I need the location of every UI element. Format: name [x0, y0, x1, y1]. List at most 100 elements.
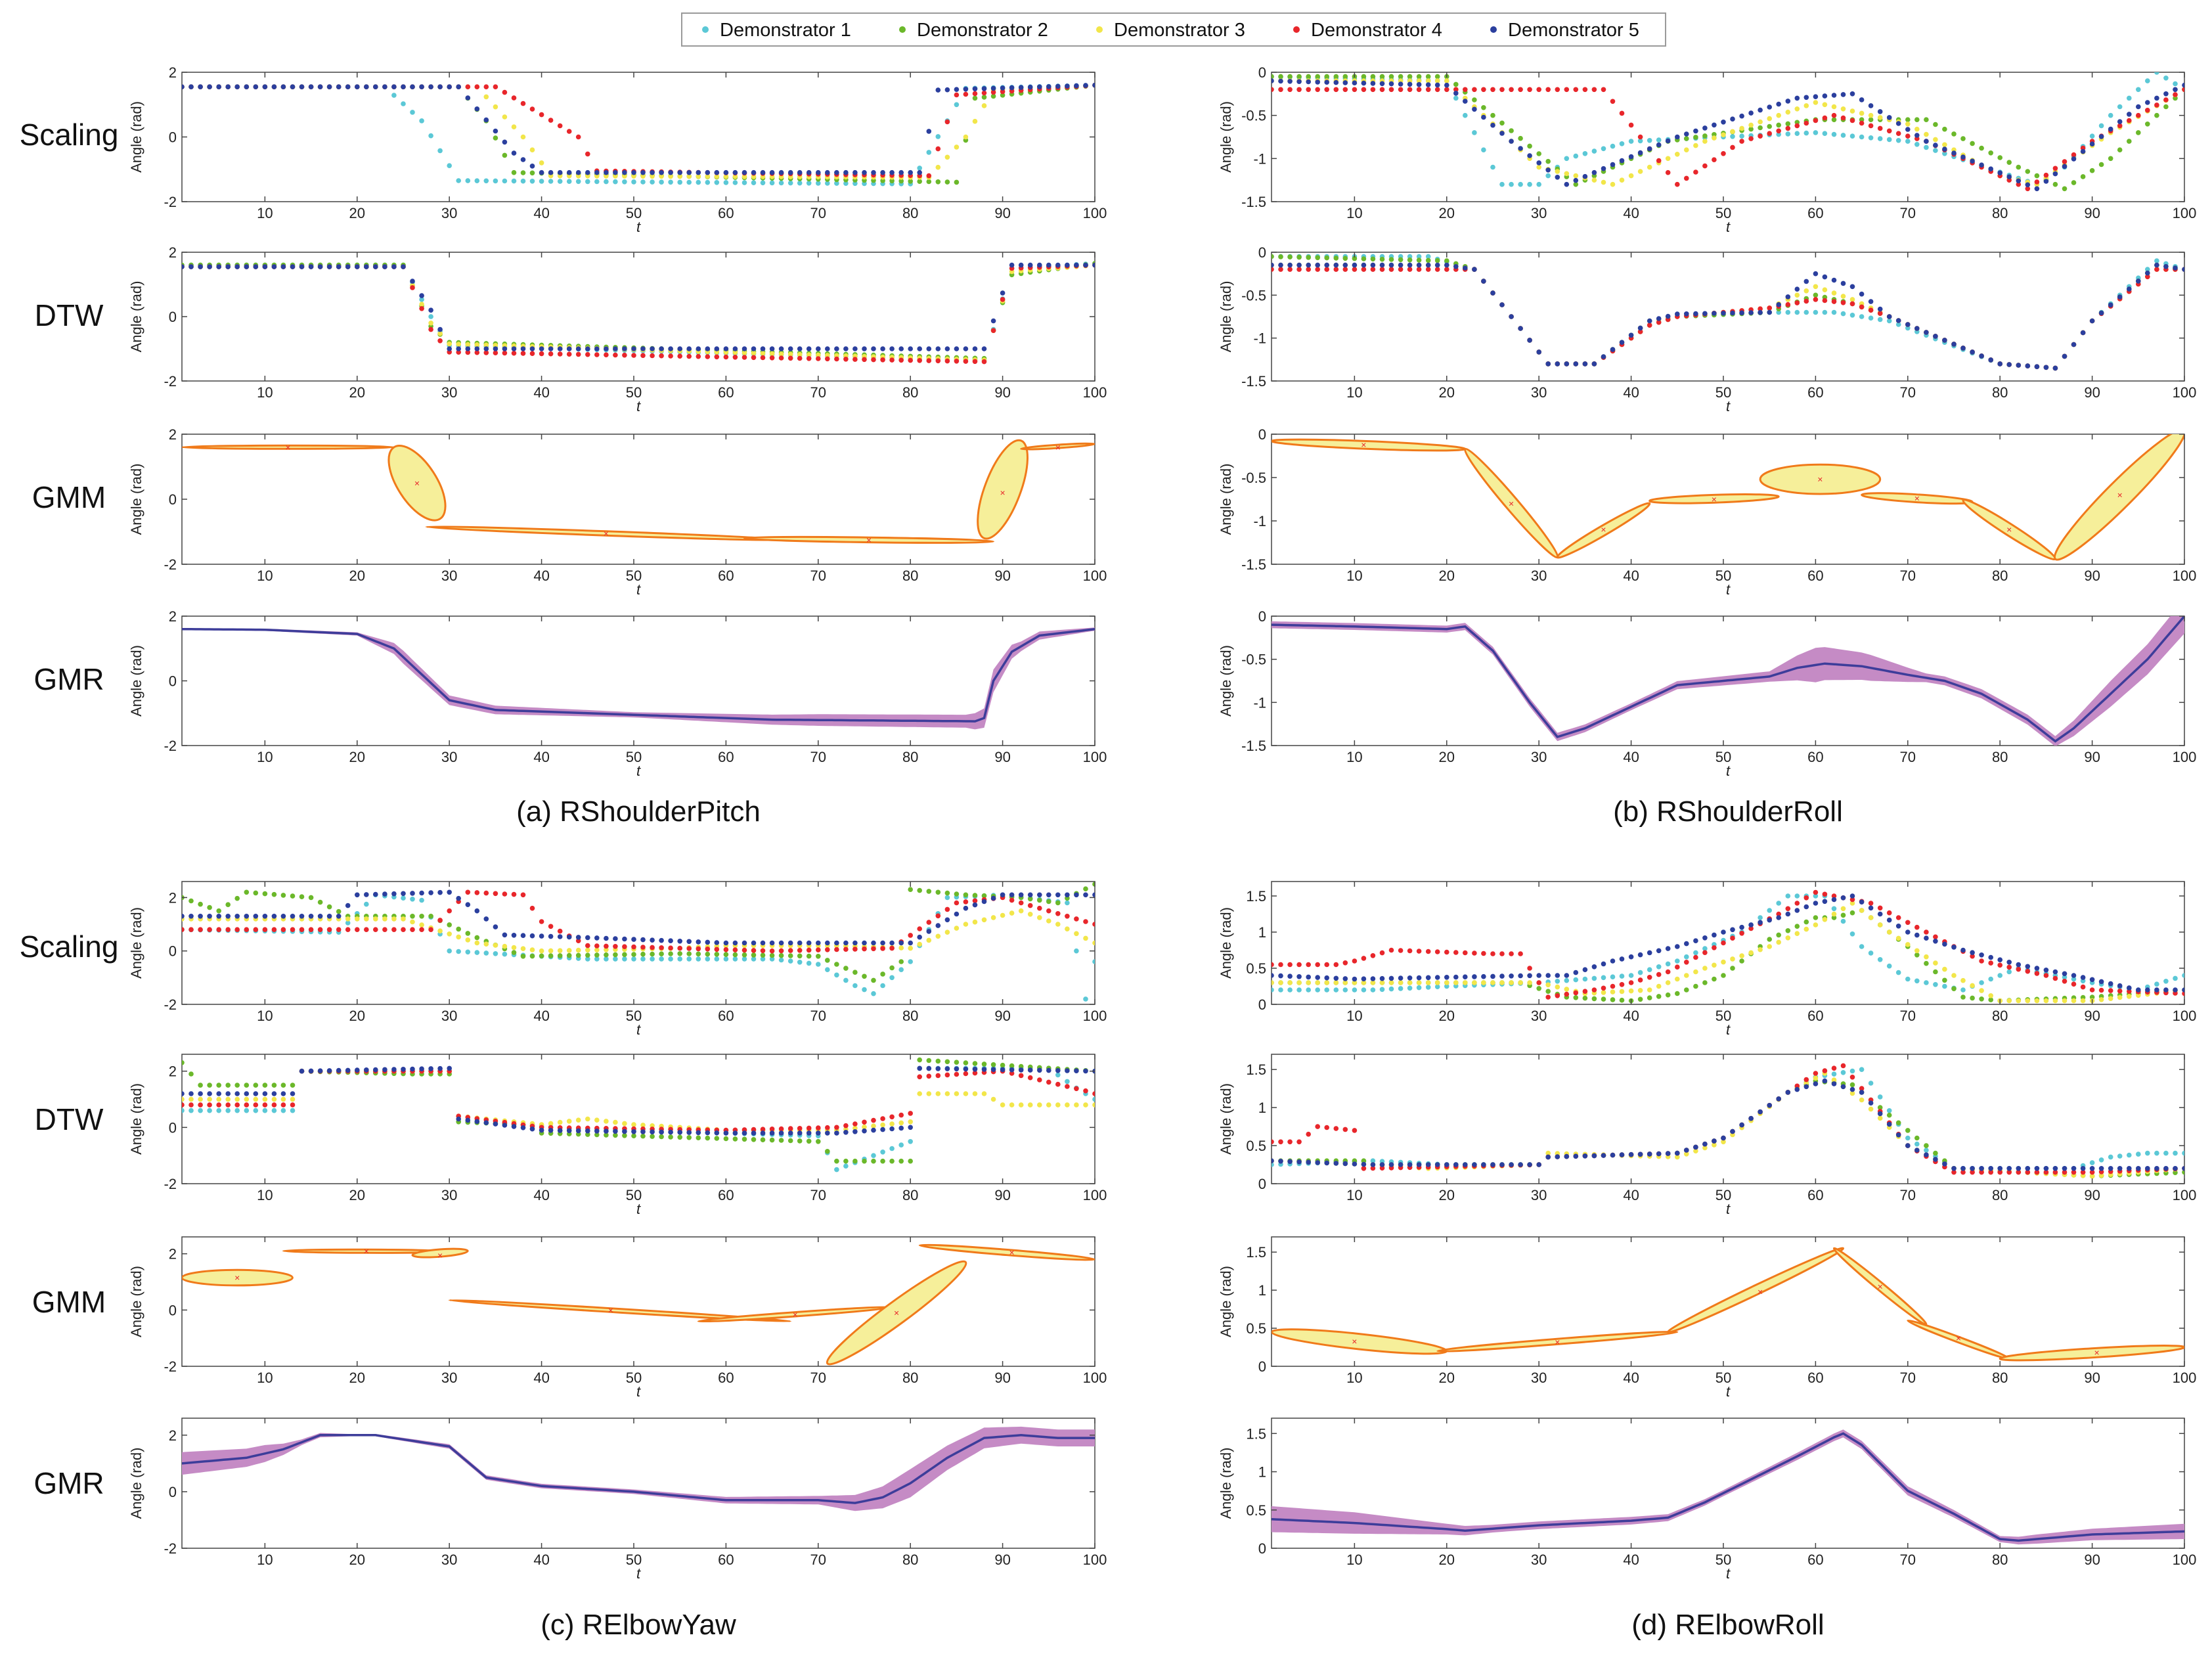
data-point: [2080, 1169, 2086, 1175]
data-point: [2127, 118, 2132, 123]
data-point: [816, 169, 821, 175]
data-point: [2071, 981, 2077, 987]
data-point: [373, 264, 378, 269]
data-point: [1886, 115, 1892, 120]
data-point: [1398, 81, 1404, 87]
data-point: [1527, 980, 1532, 985]
data-point: [1647, 318, 1652, 324]
data-point: [659, 173, 664, 179]
legend-marker: [1490, 26, 1497, 33]
x-tick-label: 70: [1900, 384, 1916, 401]
data-point: [1278, 262, 1283, 268]
data-point: [1490, 951, 1495, 956]
data-point: [502, 932, 508, 938]
gmm-center-marker: ×: [894, 1308, 899, 1318]
data-point: [1425, 949, 1431, 954]
data-point: [935, 146, 941, 152]
data-point: [1425, 267, 1431, 272]
data-point: [1647, 164, 1652, 170]
data-point: [1416, 267, 1422, 272]
data-point: [271, 1091, 277, 1096]
data-point: [2163, 1150, 2169, 1156]
data-point: [493, 343, 498, 348]
x-tick-label: 90: [994, 568, 1010, 584]
data-point: [1868, 299, 1874, 304]
data-point: [1601, 87, 1606, 93]
data-point: [1758, 947, 1763, 952]
data-point: [1601, 354, 1606, 359]
x-tick-label: 90: [994, 1552, 1010, 1568]
data-point: [391, 927, 397, 932]
data-point: [1684, 175, 1689, 181]
data-point: [253, 84, 259, 89]
chart-caption: (c) RElbowYaw: [541, 1609, 736, 1641]
x-tick-label: 50: [626, 1187, 642, 1203]
data-point: [1721, 973, 1726, 978]
data-point: [1933, 148, 1938, 153]
data-point: [1518, 951, 1523, 956]
axes-frame: [1271, 252, 2185, 382]
y-tick-label: -2: [164, 1540, 177, 1557]
data-point: [760, 940, 766, 946]
data-point: [1767, 917, 1772, 923]
data-point: [990, 1096, 996, 1102]
data-point: [1490, 112, 1495, 118]
data-point: [825, 947, 830, 952]
y-tick-label: 1: [1258, 1464, 1266, 1481]
data-point: [262, 1096, 268, 1102]
y-tick-label: -1: [1253, 150, 1266, 167]
data-point: [963, 899, 969, 905]
data-point: [631, 1129, 636, 1134]
data-point: [604, 1119, 609, 1124]
legend-label: Demonstrator 1: [720, 20, 851, 41]
data-point: [1278, 980, 1283, 985]
data-point: [1407, 948, 1413, 954]
data-point: [944, 1091, 950, 1096]
data-point: [2163, 97, 2169, 102]
data-point: [290, 264, 296, 269]
data-point: [631, 1133, 636, 1138]
data-point: [1988, 166, 1993, 171]
data-point: [1564, 87, 1570, 93]
data-point: [1822, 298, 1828, 303]
data-point: [981, 1067, 987, 1072]
data-point: [908, 959, 913, 964]
data-point: [1960, 977, 1966, 983]
data-point: [1831, 104, 1837, 110]
gmm-component-ellipse: [182, 1268, 294, 1287]
data-point: [963, 1060, 969, 1065]
data-point: [1527, 87, 1532, 93]
data-point: [244, 1096, 250, 1102]
data-point: [871, 346, 876, 351]
data-point: [1813, 292, 1819, 298]
x-tick-label: 30: [1531, 568, 1547, 584]
data-point: [705, 179, 711, 185]
data-point: [889, 965, 895, 971]
data-point: [234, 1091, 240, 1096]
data-point: [769, 351, 775, 357]
data-point: [613, 944, 618, 949]
data-point: [483, 890, 489, 896]
data-point: [898, 169, 904, 175]
data-point: [493, 924, 498, 929]
data-point: [1287, 267, 1293, 272]
data-point: [198, 1091, 203, 1096]
data-point: [1813, 297, 1819, 302]
data-point: [225, 84, 231, 89]
data-point: [732, 1136, 738, 1142]
data-point: [1388, 1162, 1394, 1167]
data-point: [787, 346, 793, 351]
data-point: [1055, 83, 1061, 89]
data-point: [1296, 74, 1302, 79]
data-point: [650, 951, 655, 957]
data-point: [1416, 254, 1422, 259]
data-point: [253, 1091, 259, 1096]
y-tick-label: 0.5: [1246, 1502, 1266, 1519]
gmm-component-ellipse: [1999, 1345, 2184, 1362]
x-tick-label: 100: [2173, 205, 2197, 221]
data-point: [2098, 1166, 2104, 1171]
data-point: [1877, 136, 1883, 141]
data-point: [1425, 78, 1431, 83]
